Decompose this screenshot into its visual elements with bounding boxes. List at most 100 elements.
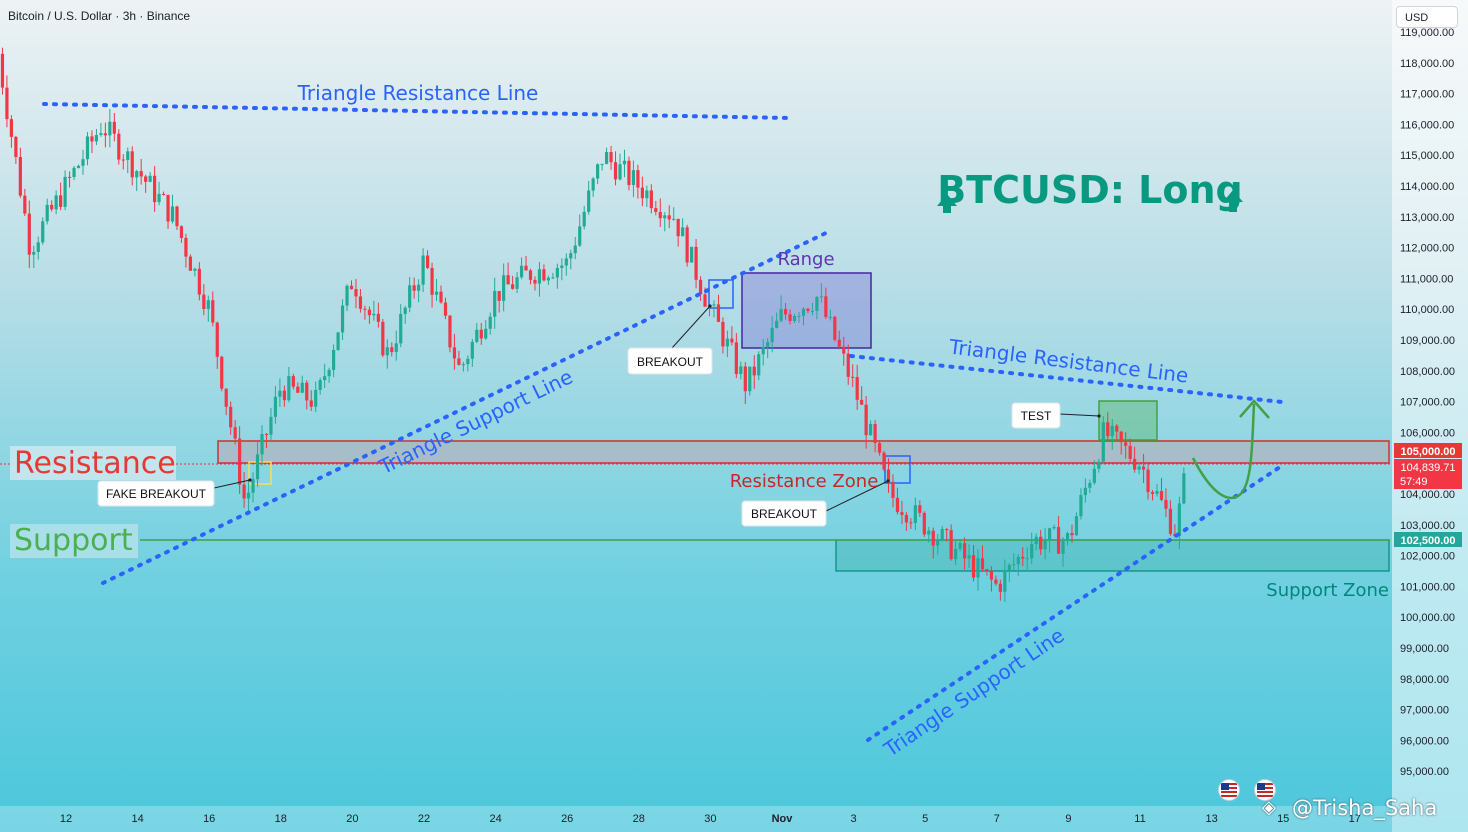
candle-body xyxy=(85,136,90,160)
candle-body xyxy=(1088,482,1092,488)
last-price-text: 104,839.71 xyxy=(1400,462,1455,474)
symbol-header[interactable]: Bitcoin / U.S. Dollar · 3h · Binance xyxy=(8,9,191,23)
candle-body xyxy=(1030,544,1034,559)
candle-body xyxy=(1048,528,1052,542)
candle-body xyxy=(891,481,895,498)
candle-body xyxy=(238,438,242,485)
candle-body xyxy=(117,133,121,160)
candle-body xyxy=(461,364,465,366)
breakout-marker-1 xyxy=(708,279,734,309)
candle-body xyxy=(1056,527,1061,554)
candle-body xyxy=(291,376,295,387)
test-box xyxy=(1098,400,1158,441)
currency-button[interactable]: USD xyxy=(1396,6,1458,28)
candle-body xyxy=(1043,541,1047,550)
candle-body xyxy=(748,366,752,392)
candle-body xyxy=(783,309,788,315)
x-tick-label: 26 xyxy=(561,813,573,825)
candle-body xyxy=(725,338,730,347)
y-tick-label: 119,000.00 xyxy=(1400,27,1454,39)
candle-body xyxy=(153,175,157,203)
candle-body xyxy=(399,313,403,344)
candle-body xyxy=(23,195,27,214)
y-tick-label: 95,000.00 xyxy=(1400,766,1449,778)
candle-body xyxy=(457,358,461,365)
us-flag-icon[interactable] xyxy=(1218,779,1240,801)
x-tick-label: 12 xyxy=(60,813,72,825)
candle-body xyxy=(126,151,130,161)
y-tick-label: 103,000.00 xyxy=(1400,520,1455,532)
candle-body xyxy=(336,332,340,350)
candle-body xyxy=(479,329,483,339)
resistance-zone xyxy=(217,440,1390,464)
x-tick-label: 5 xyxy=(922,813,928,825)
candle-body xyxy=(161,193,166,195)
candle-body xyxy=(551,277,555,279)
candle-body xyxy=(497,290,501,301)
candle-body xyxy=(698,279,703,295)
candle-body xyxy=(730,338,734,343)
support-zone xyxy=(835,539,1390,572)
candle-body xyxy=(676,218,680,237)
candle-body xyxy=(533,279,537,284)
candle-body xyxy=(349,285,354,290)
candle-body xyxy=(716,304,721,322)
candle-body xyxy=(417,284,421,291)
candle-body xyxy=(434,291,439,295)
us-flag-icon[interactable] xyxy=(1254,779,1276,801)
candle-body xyxy=(99,133,103,136)
candle-body xyxy=(54,195,58,210)
candle-body xyxy=(41,221,45,243)
triangle-resistance-label-1: Triangle Resistance Line xyxy=(297,81,539,105)
candle-body xyxy=(502,275,506,301)
candle-body xyxy=(869,423,873,436)
candle-body xyxy=(528,270,533,280)
candle-body xyxy=(1124,442,1128,446)
candle-body xyxy=(524,265,528,271)
y-tick-label: 104,000.00 xyxy=(1400,489,1455,501)
candle-body xyxy=(1128,445,1132,459)
candle-body xyxy=(587,190,591,212)
candle-body xyxy=(67,176,72,178)
candle-body xyxy=(833,316,837,340)
candle-body xyxy=(1061,541,1065,554)
candle-body xyxy=(421,255,425,285)
y-tick-label: 116,000.00 xyxy=(1400,119,1454,131)
candle-body xyxy=(967,555,971,559)
candle-body xyxy=(305,382,309,401)
y-tick-label: 98,000.00 xyxy=(1400,674,1449,686)
time-axis[interactable]: 12 14 16 18 20 22 24 26 28 30 Nov 3 5 7 9 11 13 15 17 xyxy=(60,813,1361,825)
candle-body xyxy=(851,376,855,378)
candle-body xyxy=(931,530,935,546)
candle-body xyxy=(627,160,631,186)
breakout-label-2: BREAKOUT xyxy=(751,507,818,521)
candle-body xyxy=(1025,558,1029,560)
fake-breakout-leader xyxy=(213,478,252,489)
candle-body xyxy=(59,195,63,207)
candle-body xyxy=(470,341,474,359)
candle-body xyxy=(103,133,107,136)
x-tick-label: 11 xyxy=(1134,813,1145,825)
candle-body xyxy=(358,296,363,309)
candle-body xyxy=(94,135,99,142)
candle-body xyxy=(792,316,797,321)
candle-body xyxy=(1150,492,1155,494)
candle-body xyxy=(739,366,743,375)
x-tick-label: 7 xyxy=(994,813,1000,825)
candle-body xyxy=(537,269,542,284)
x-tick-label: 28 xyxy=(633,813,645,825)
candle-body xyxy=(264,434,269,436)
candle-body xyxy=(766,341,770,347)
candle-body xyxy=(242,484,246,499)
candle-body xyxy=(425,255,430,268)
candle-body xyxy=(484,328,488,339)
candle-body xyxy=(1021,556,1025,559)
resistance-label: Resistance xyxy=(14,446,176,481)
candle-body xyxy=(667,215,671,220)
candle-body xyxy=(139,171,143,177)
x-tick-label: 17 xyxy=(1349,813,1361,825)
x-tick-label: 16 xyxy=(203,813,215,825)
y-tick-label: 114,000.00 xyxy=(1400,181,1454,193)
candle-body xyxy=(287,376,291,401)
